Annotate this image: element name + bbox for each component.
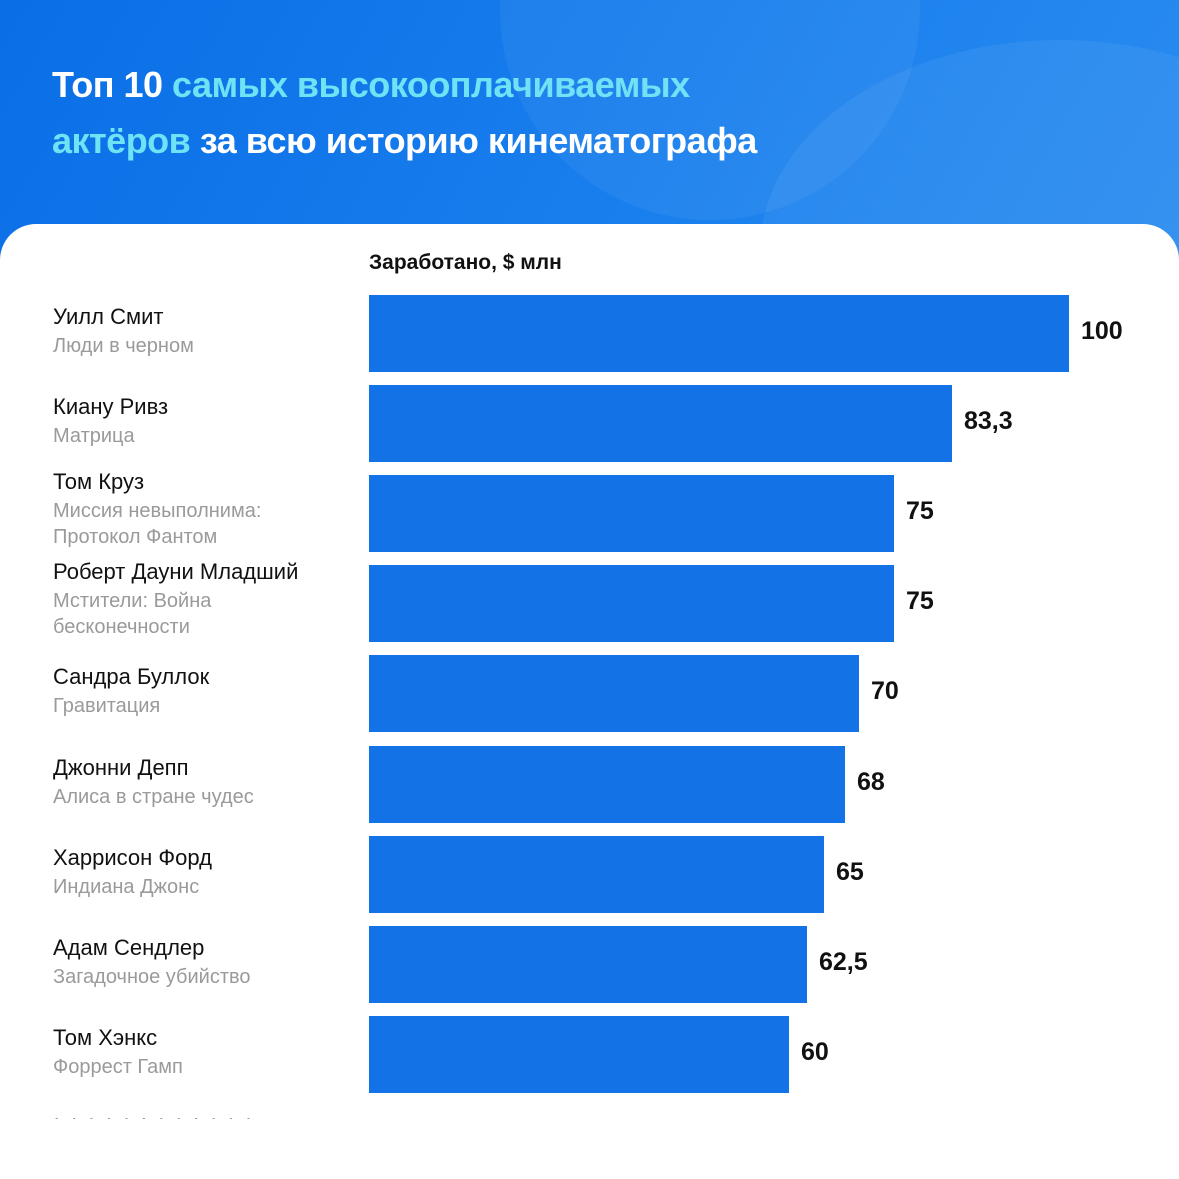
bar — [369, 746, 845, 823]
bar — [369, 565, 894, 642]
movie-title: Загадочное убийство — [53, 966, 251, 988]
actor-name: Том Круз — [53, 469, 145, 494]
bar-value-label: 75 — [906, 587, 934, 615]
actor-name: Том Хэнкс — [53, 1025, 158, 1050]
title-segment: за всю историю кинематографа — [190, 120, 757, 161]
actor-name: Роберт Дауни Младший — [53, 559, 299, 584]
movie-title: Люди в черном — [53, 335, 194, 357]
title-line-1: Топ 10 самых высокооплачиваемых — [52, 64, 690, 106]
bar-value-label: 68 — [857, 768, 885, 796]
movie-title: Матрица — [53, 425, 135, 447]
bar-value-label: 75 — [906, 497, 934, 525]
title-segment: самых высокооплачиваемых — [172, 64, 690, 105]
bar — [369, 1016, 789, 1093]
bar-value-label: 83,3 — [964, 407, 1013, 435]
movie-title: Миссия невыполнима: Протокол Фантом — [53, 500, 262, 548]
title-line-2: актёров за всю историю кинематографа — [52, 120, 757, 162]
actor-name: Уилл Смит — [53, 304, 164, 329]
bar — [369, 295, 1069, 372]
actor-name: Харрисон Форд — [53, 845, 212, 870]
actor-name: Сандра Буллок — [53, 664, 210, 689]
bar-value-label: 70 — [871, 677, 899, 705]
movie-title: Мстители: Война бесконечности — [53, 590, 212, 638]
actor-name: Киану Ривз — [53, 394, 169, 419]
movie-title: Индиана Джонс — [53, 876, 200, 898]
bar-value-label: 65 — [836, 858, 864, 886]
movie-title: Форрест Гамп — [53, 1056, 183, 1078]
actor-name: Адам Сендлер — [53, 935, 205, 960]
movie-title: Гравитация — [53, 695, 161, 717]
bar — [369, 836, 824, 913]
actor-name: Джонни Депп — [53, 755, 189, 780]
movie-title: Алиса в стране чудес — [53, 786, 254, 808]
title-segment: актёров — [52, 120, 191, 161]
bar-value-label: 100 — [1081, 317, 1123, 345]
x-axis-label: Заработано, $ млн — [369, 251, 562, 274]
bar — [369, 655, 859, 732]
bar — [369, 926, 807, 1003]
header-banner: Топ 10 самых высокооплачиваемых актёров … — [0, 0, 1179, 260]
title-segment: Топ 10 — [52, 64, 173, 105]
bar — [369, 385, 952, 462]
bar — [369, 475, 894, 552]
bar-value-label: 60 — [801, 1038, 829, 1066]
bar-value-label: 62,5 — [819, 948, 868, 976]
cut-off-row: · · · · · · · · · · · · — [53, 1118, 323, 1128]
